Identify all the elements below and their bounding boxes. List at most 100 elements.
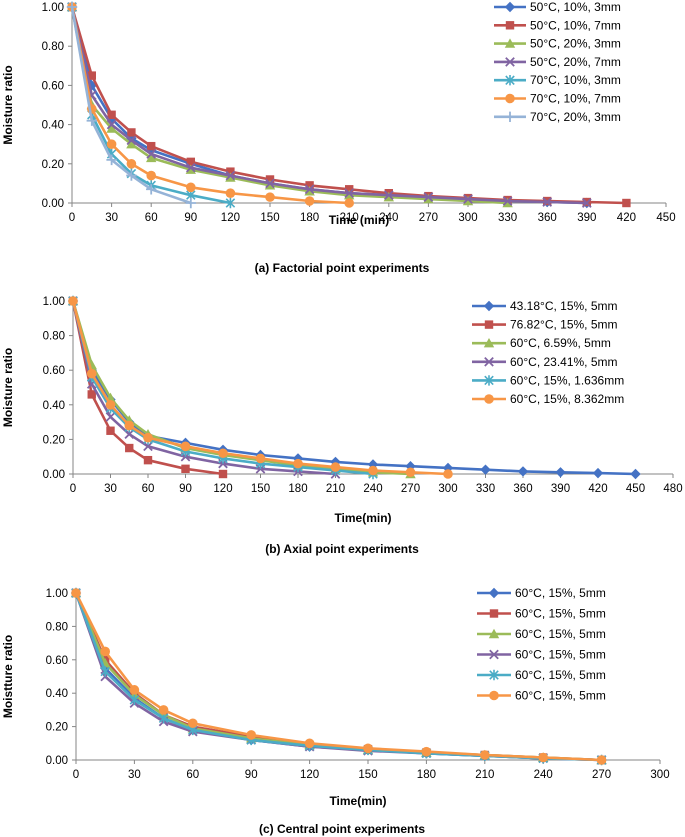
legend-item: 60°C, 15%, 5mm bbox=[477, 627, 606, 641]
y-tick-label: 0.40 bbox=[42, 120, 64, 132]
x-tick-label: 30 bbox=[104, 483, 117, 495]
data-point bbox=[106, 123, 117, 133]
x-tick-label: 330 bbox=[498, 212, 517, 224]
data-point bbox=[100, 646, 110, 657]
data-point bbox=[226, 167, 235, 176]
data-point bbox=[127, 128, 136, 137]
data-point bbox=[246, 730, 256, 740]
legend-swatch-marker bbox=[484, 320, 494, 329]
x-tick-label: 150 bbox=[251, 483, 270, 495]
legend-swatch-marker bbox=[484, 356, 494, 367]
data-point bbox=[293, 458, 303, 469]
y-tick-label: 1.00 bbox=[46, 588, 68, 600]
data-point bbox=[265, 192, 275, 202]
data-point bbox=[383, 190, 394, 200]
data-point bbox=[305, 181, 314, 190]
legend-label: 70°C, 10%, 7mm bbox=[530, 92, 621, 106]
y-tick-label: 0.60 bbox=[42, 80, 64, 92]
y-tick-label: 0.80 bbox=[42, 41, 64, 53]
data-point bbox=[100, 666, 110, 677]
x-tick-label: 420 bbox=[617, 212, 636, 224]
data-point bbox=[129, 694, 140, 706]
y-axis-label: Moisture ratio bbox=[1, 65, 15, 144]
data-point bbox=[265, 175, 275, 184]
x-tick-label: 120 bbox=[221, 212, 240, 224]
series-6 bbox=[67, 2, 355, 208]
legend-item: 43.18°C, 15%, 5mm bbox=[472, 299, 618, 313]
legend-item: 60°C, 15%, 5mm bbox=[477, 689, 606, 703]
data-point bbox=[555, 467, 566, 478]
legend-label: 70°C, 10%, 3mm bbox=[530, 73, 621, 87]
legend-swatch-marker bbox=[504, 38, 516, 48]
data-point bbox=[405, 467, 416, 478]
data-point bbox=[423, 192, 434, 202]
data-point bbox=[463, 194, 473, 204]
data-point bbox=[443, 469, 453, 479]
series-6 bbox=[68, 296, 453, 479]
data-point bbox=[480, 464, 491, 475]
data-point bbox=[124, 420, 135, 431]
series-2 bbox=[68, 296, 228, 479]
legend-label: 60°C, 15%, 5mm bbox=[515, 668, 606, 682]
y-tick-label: 0.20 bbox=[42, 159, 64, 171]
chart-caption: (b) Axial point experiments bbox=[265, 542, 419, 556]
legend-swatch-marker bbox=[505, 93, 515, 104]
x-tick-label: 450 bbox=[626, 483, 645, 495]
series-line bbox=[74, 592, 602, 762]
legend: 60°C, 15%, 5mm 60°C, 15%, 5mm 60°C, 15%, 5… bbox=[477, 586, 606, 703]
legend-item: 70°C, 10%, 3mm bbox=[494, 73, 621, 87]
legend-item: 60°C, 15%, 5mm bbox=[477, 648, 606, 662]
x-tick-label: 0 bbox=[69, 212, 75, 224]
y-tick-label: 0.00 bbox=[43, 469, 65, 481]
legend-item: 60°C, 15%, 5mm bbox=[477, 668, 606, 682]
data-point bbox=[186, 182, 196, 193]
data-point bbox=[480, 750, 490, 760]
legend-label: 60°C, 15%, 8.362mm bbox=[510, 392, 624, 406]
y-tick-label: 0.20 bbox=[43, 434, 65, 446]
x-tick-label: 60 bbox=[145, 212, 158, 224]
data-point bbox=[86, 80, 97, 91]
legend-item: 76.82°C, 15%, 5mm bbox=[472, 318, 618, 332]
series-line bbox=[71, 300, 411, 476]
data-point bbox=[146, 149, 157, 159]
x-tick-label: 270 bbox=[592, 769, 611, 781]
data-point bbox=[344, 188, 355, 199]
data-point bbox=[126, 159, 137, 169]
x-tick-label: 150 bbox=[358, 769, 377, 781]
legend-swatch-marker bbox=[488, 587, 500, 599]
data-point bbox=[421, 746, 432, 757]
legend-item: 60°C, 15%, 1.636mm bbox=[472, 373, 624, 387]
data-point bbox=[180, 441, 191, 452]
x-tick-label: 210 bbox=[340, 212, 359, 224]
data-point bbox=[126, 139, 137, 149]
x-tick-label: 450 bbox=[656, 212, 675, 224]
x-tick-label: 390 bbox=[551, 483, 570, 495]
data-point bbox=[185, 162, 196, 173]
data-point bbox=[66, 1, 78, 13]
x-tick-label: 180 bbox=[300, 212, 319, 224]
legend: 50°C, 10%, 3mm 50°C, 10%, 7mm 50°C, 20%, 3… bbox=[494, 0, 621, 124]
legend-item: 50°C, 10%, 3mm bbox=[494, 0, 621, 14]
data-point bbox=[86, 115, 97, 126]
legend-label: 43.18°C, 15%, 5mm bbox=[510, 299, 618, 313]
data-point bbox=[188, 718, 198, 729]
data-point bbox=[542, 197, 553, 207]
legend-label: 70°C, 20%, 3mm bbox=[530, 110, 621, 124]
data-point bbox=[596, 755, 607, 765]
data-point bbox=[71, 588, 81, 598]
legend-swatch-marker bbox=[505, 75, 515, 86]
data-point bbox=[330, 462, 341, 472]
series-line bbox=[70, 6, 587, 205]
data-point bbox=[106, 426, 115, 435]
data-point bbox=[218, 469, 228, 479]
x-tick-label: 60 bbox=[142, 483, 155, 495]
data-point bbox=[225, 170, 236, 181]
x-tick-label: 270 bbox=[419, 212, 438, 224]
data-point bbox=[146, 152, 157, 163]
data-point bbox=[158, 705, 169, 715]
series-line bbox=[70, 6, 350, 205]
legend-item: 70°C, 10%, 7mm bbox=[494, 92, 621, 106]
y-tick-label: 0.00 bbox=[42, 198, 64, 210]
series-line bbox=[70, 6, 192, 205]
